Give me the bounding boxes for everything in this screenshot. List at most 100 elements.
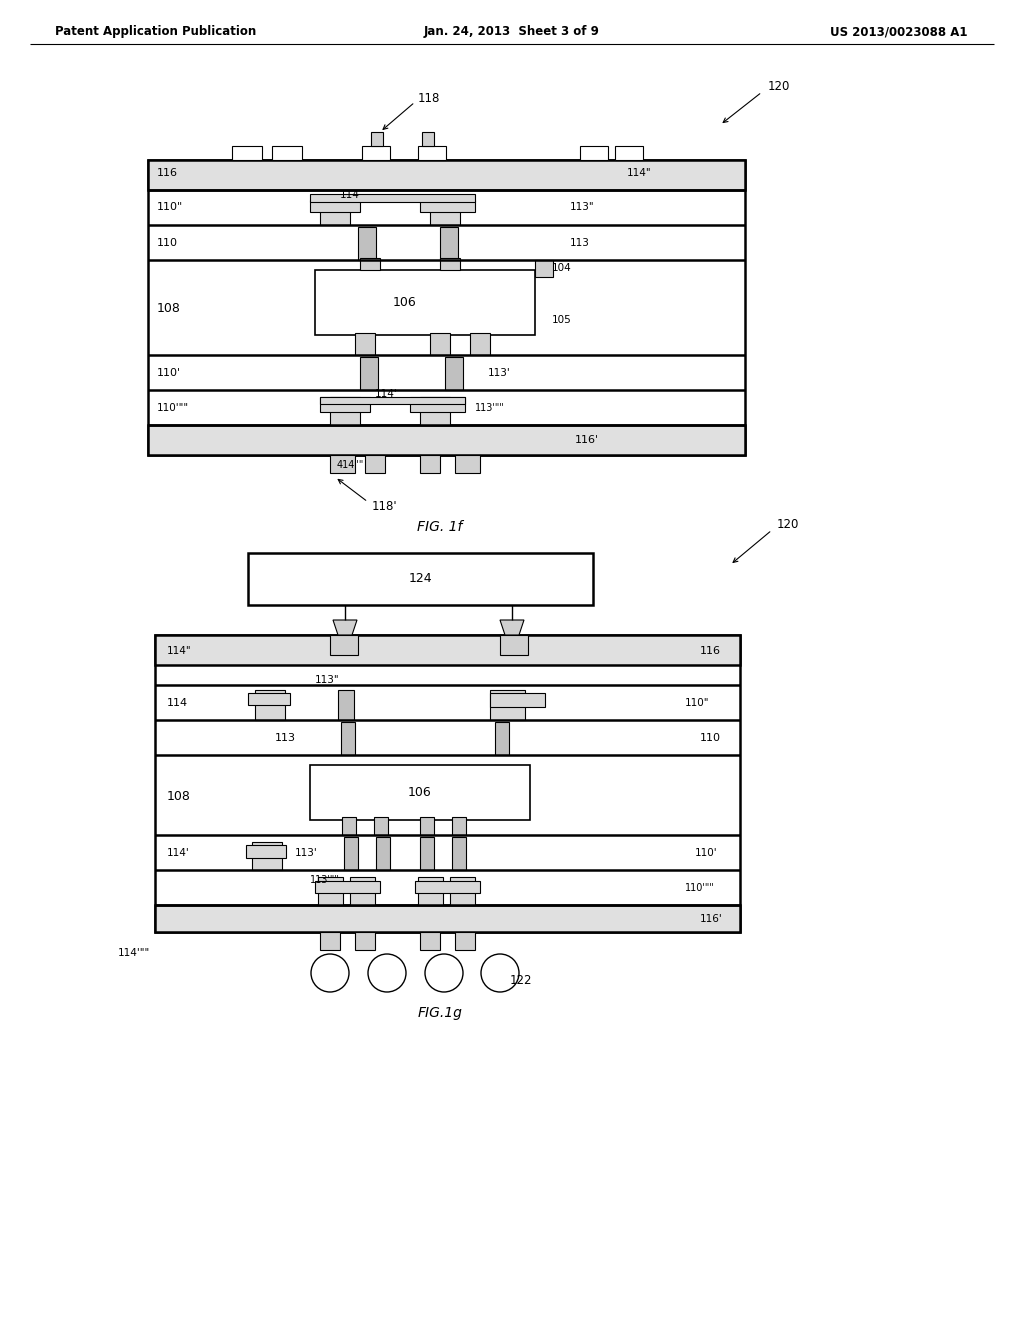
Bar: [420, 201, 475, 213]
Bar: [455, 455, 480, 473]
Bar: [330, 455, 355, 473]
Text: 113': 113': [488, 368, 511, 378]
Text: 118': 118': [372, 500, 397, 513]
Bar: [410, 397, 465, 412]
Bar: [455, 932, 475, 950]
Bar: [330, 397, 360, 425]
Bar: [319, 397, 465, 404]
Bar: [148, 160, 745, 455]
Text: Jan. 24, 2013  Sheet 3 of 9: Jan. 24, 2013 Sheet 3 of 9: [424, 25, 600, 38]
Bar: [415, 880, 480, 894]
Bar: [440, 227, 458, 260]
Bar: [315, 880, 380, 894]
Text: 113: 113: [275, 733, 296, 743]
Text: 106: 106: [409, 787, 432, 800]
Bar: [330, 635, 358, 655]
Text: 116: 116: [157, 168, 178, 178]
Text: 110": 110": [157, 202, 183, 213]
Bar: [319, 201, 350, 224]
Circle shape: [481, 954, 519, 993]
Bar: [615, 147, 643, 160]
Text: 110'"": 110'"": [685, 883, 715, 894]
Text: 118: 118: [418, 91, 440, 104]
Text: 110": 110": [685, 698, 710, 708]
Text: 124: 124: [409, 573, 432, 586]
Bar: [350, 876, 375, 906]
Text: 113: 113: [570, 238, 590, 248]
Bar: [430, 333, 450, 355]
Bar: [420, 932, 440, 950]
Text: 104: 104: [552, 263, 571, 273]
Text: US 2013/0023088 A1: US 2013/0023088 A1: [830, 25, 968, 38]
Text: 114'"": 114'"": [118, 948, 150, 958]
Bar: [430, 201, 460, 224]
Text: 114": 114": [167, 645, 191, 656]
Bar: [376, 837, 390, 870]
Bar: [445, 356, 463, 389]
Text: 110': 110': [157, 368, 181, 378]
Text: 110: 110: [700, 733, 721, 743]
Text: 114': 114': [375, 389, 397, 399]
Text: 113': 113': [295, 847, 317, 858]
Bar: [490, 693, 545, 708]
Bar: [342, 817, 356, 836]
Bar: [319, 397, 370, 412]
Bar: [155, 635, 740, 665]
Bar: [355, 333, 375, 355]
Text: 120: 120: [768, 81, 791, 94]
Bar: [500, 635, 528, 655]
Polygon shape: [500, 620, 524, 635]
Text: 116': 116': [700, 913, 723, 924]
Text: 114": 114": [627, 168, 651, 178]
Text: 110: 110: [157, 238, 178, 248]
Circle shape: [425, 954, 463, 993]
Bar: [420, 397, 450, 425]
Text: 113'"": 113'"": [475, 403, 505, 413]
Bar: [255, 690, 285, 719]
Bar: [495, 722, 509, 755]
Text: 116: 116: [700, 645, 721, 656]
Bar: [420, 817, 434, 836]
Bar: [452, 837, 466, 870]
Bar: [374, 817, 388, 836]
Bar: [358, 227, 376, 260]
Text: 106: 106: [393, 297, 417, 309]
Text: FIG. 1f: FIG. 1f: [418, 520, 463, 535]
Bar: [155, 635, 740, 932]
Text: 414"": 414"": [336, 459, 364, 470]
Bar: [338, 690, 354, 719]
Text: 120: 120: [777, 517, 800, 531]
Bar: [365, 455, 385, 473]
Circle shape: [311, 954, 349, 993]
Bar: [440, 257, 460, 271]
Bar: [232, 147, 262, 160]
Text: 114: 114: [340, 190, 359, 201]
Bar: [318, 876, 343, 906]
Bar: [418, 876, 443, 906]
Bar: [155, 906, 740, 932]
Circle shape: [368, 954, 406, 993]
Bar: [418, 147, 446, 160]
Bar: [315, 271, 535, 335]
Bar: [148, 160, 745, 190]
Bar: [535, 260, 553, 277]
Polygon shape: [333, 620, 357, 635]
Bar: [580, 147, 608, 160]
Bar: [355, 932, 375, 950]
Bar: [420, 455, 440, 473]
Bar: [248, 693, 290, 705]
Text: 105: 105: [552, 315, 571, 325]
Bar: [310, 194, 475, 202]
Bar: [319, 932, 340, 950]
Bar: [148, 425, 745, 455]
Bar: [272, 147, 302, 160]
Text: 113": 113": [315, 675, 340, 685]
Bar: [490, 690, 525, 719]
Text: 108: 108: [157, 301, 181, 314]
Text: 110': 110': [695, 847, 718, 858]
Text: 113": 113": [570, 202, 595, 213]
Text: 122: 122: [510, 974, 532, 986]
Bar: [341, 722, 355, 755]
Bar: [362, 147, 390, 160]
Bar: [422, 132, 434, 147]
